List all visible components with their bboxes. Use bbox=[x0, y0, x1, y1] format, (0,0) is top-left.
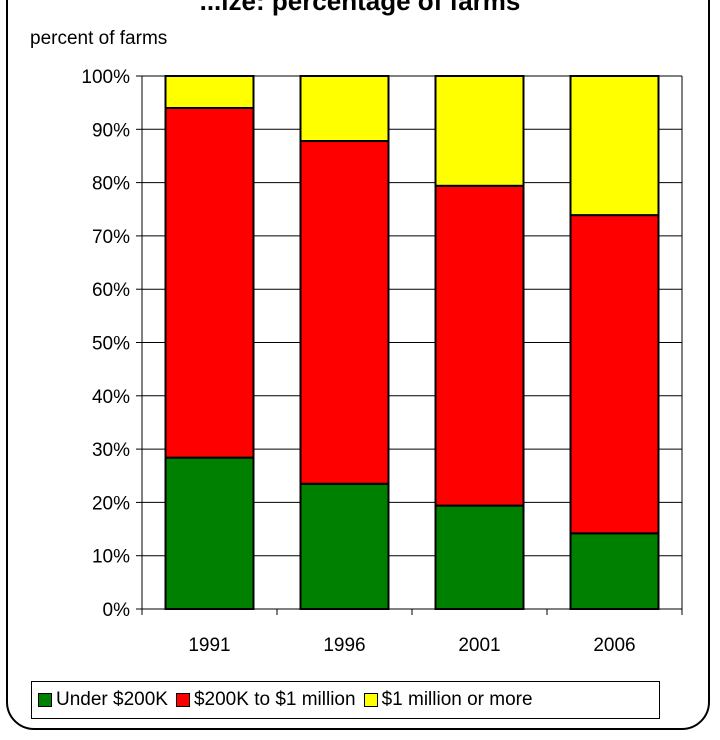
bar-segment-1 bbox=[299, 482, 390, 610]
x-tick-label: 1996 bbox=[323, 635, 365, 656]
y-tick-label: 70% bbox=[92, 227, 130, 248]
bar-segment-1 bbox=[434, 504, 525, 610]
y-tick-label: 60% bbox=[92, 280, 130, 301]
y-axis-label: percent of farms bbox=[30, 28, 168, 49]
y-tick-label: 40% bbox=[92, 387, 130, 408]
legend-label: Under $200K bbox=[56, 689, 168, 710]
y-tick-label: 100% bbox=[81, 67, 130, 88]
legend-label: $1 million or more bbox=[381, 689, 533, 710]
bar-segment-2 bbox=[569, 214, 660, 535]
chart-title: ...ize: percentage of farms bbox=[199, 0, 521, 16]
x-tick-label: 2001 bbox=[458, 635, 500, 656]
y-tick-label: 80% bbox=[92, 174, 130, 195]
bar-segment-2 bbox=[164, 106, 255, 459]
y-tick-label: 30% bbox=[92, 440, 130, 461]
bar-segment-2 bbox=[299, 140, 390, 485]
bar-segment-3 bbox=[434, 75, 525, 187]
bar-segment-2 bbox=[434, 184, 525, 507]
y-tick-label: 50% bbox=[92, 334, 130, 355]
bar-segment-3 bbox=[569, 75, 660, 217]
y-tick-label: 0% bbox=[103, 600, 131, 621]
legend-swatch bbox=[38, 693, 52, 707]
legend-label: $200K to $1 million bbox=[193, 689, 356, 710]
x-tick-label: 1991 bbox=[188, 635, 230, 656]
y-tick-label: 90% bbox=[92, 120, 130, 141]
legend-item: Under $200K bbox=[38, 689, 168, 711]
bar-segment-3 bbox=[299, 75, 390, 143]
legend-swatch bbox=[363, 693, 378, 707]
y-tick-label: 20% bbox=[92, 493, 130, 514]
bar-segment-3 bbox=[164, 75, 255, 109]
legend-swatch bbox=[175, 693, 190, 707]
bar-segment-1 bbox=[569, 532, 660, 611]
bar-segment-1 bbox=[164, 456, 255, 610]
legend-item: $1 million or more bbox=[363, 689, 533, 711]
y-tick-label: 10% bbox=[92, 547, 130, 568]
legend-item: $200K to $1 million bbox=[175, 689, 356, 711]
legend: Under $200K $200K to $1 million $1 million… bbox=[31, 681, 660, 719]
x-tick-label: 2006 bbox=[593, 635, 635, 656]
